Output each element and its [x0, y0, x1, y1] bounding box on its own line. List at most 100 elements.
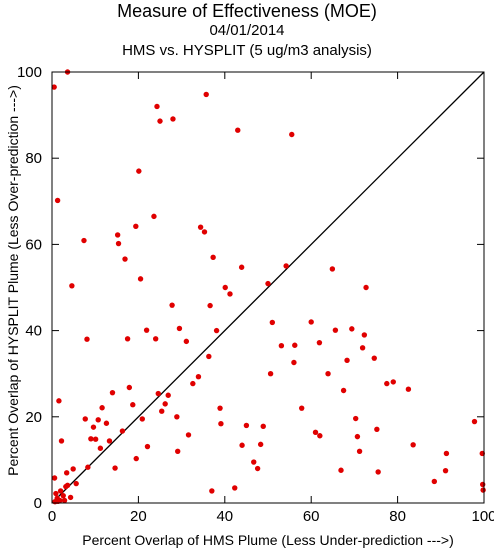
data-point [119, 428, 126, 434]
data-point [90, 424, 97, 430]
data-point [232, 485, 238, 491]
data-point [174, 414, 180, 420]
data-point [222, 284, 228, 291]
data-point [97, 445, 104, 451]
data-point [106, 438, 113, 444]
data-point [267, 371, 274, 377]
chart-subtitle-analysis: HMS vs. HYSPLIT (5 ug/m3 analysis) [122, 42, 372, 59]
data-point [431, 478, 438, 485]
x-axis-label: Percent Overlap of HMS Plume (Less Under… [82, 532, 454, 548]
data-point [53, 490, 59, 497]
data-point [251, 459, 257, 465]
data-point [480, 487, 486, 493]
data-point [95, 417, 101, 423]
x-tick-label: 20 [130, 508, 147, 525]
data-point [155, 390, 161, 397]
data-point [185, 432, 192, 438]
data-point [209, 488, 215, 494]
one-to-one-reference-line [51, 71, 485, 504]
data-point [283, 263, 289, 269]
data-point [133, 455, 139, 462]
data-point [159, 408, 165, 414]
data-point [260, 423, 266, 429]
data-point [239, 442, 245, 448]
data-point [151, 213, 157, 220]
data-point [69, 283, 75, 289]
data-point [257, 441, 264, 448]
data-point [92, 436, 99, 442]
data-point [354, 433, 361, 440]
x-tick-label: 80 [389, 508, 406, 525]
data-point [64, 482, 71, 489]
data-point [112, 465, 118, 471]
data-point [56, 398, 62, 404]
data-point [203, 91, 209, 98]
data-point [126, 384, 133, 391]
data-point [197, 224, 204, 230]
data-point [136, 168, 142, 174]
plot-area-frame [51, 71, 485, 504]
data-point [218, 421, 224, 427]
data-point [405, 386, 412, 392]
data-point [81, 237, 87, 244]
x-tick-label: 0 [48, 508, 56, 525]
data-point [289, 131, 295, 138]
data-point [292, 342, 298, 348]
data-point [325, 371, 331, 377]
data-point [114, 232, 121, 238]
data-point [410, 442, 416, 448]
data-point [70, 466, 76, 472]
data-point [278, 342, 285, 349]
data-point [58, 438, 65, 444]
data-point [154, 103, 160, 110]
data-point [349, 326, 355, 332]
data-points [51, 69, 486, 505]
data-point [60, 492, 66, 499]
x-tick-label: 60 [303, 508, 320, 525]
data-point [73, 480, 79, 487]
data-point [109, 389, 116, 396]
data-point [144, 443, 151, 450]
data-point [227, 291, 233, 297]
data-point [238, 264, 245, 270]
data-point [371, 355, 377, 361]
data-point [84, 336, 90, 342]
data-point [356, 448, 363, 454]
data-point [384, 380, 390, 387]
data-point [183, 338, 190, 345]
data-point [308, 319, 314, 325]
data-point [316, 339, 323, 346]
data-point [195, 374, 202, 380]
y-tick-label: 20 [25, 409, 42, 426]
data-point [344, 357, 350, 364]
data-point [207, 302, 213, 309]
data-point [61, 497, 68, 504]
data-point [67, 494, 74, 501]
x-tick-label: 100 [471, 508, 494, 525]
data-point [85, 464, 91, 470]
data-point [190, 380, 196, 387]
data-point [88, 436, 94, 442]
data-point [361, 332, 368, 338]
data-point [139, 416, 145, 422]
data-point [353, 415, 359, 422]
data-point [122, 256, 128, 262]
data-point [99, 405, 105, 411]
y-tick-label: 40 [25, 323, 42, 340]
data-point [51, 84, 57, 90]
data-point [338, 467, 344, 473]
data-point [115, 240, 122, 247]
data-point [143, 327, 150, 333]
data-point [165, 392, 171, 398]
data-point [54, 197, 61, 204]
data-point [299, 405, 305, 411]
data-point [124, 336, 131, 342]
data-point [206, 353, 212, 360]
data-point [254, 465, 261, 472]
data-point [152, 336, 159, 342]
data-point [157, 118, 163, 124]
data-point [213, 327, 220, 334]
data-point [363, 284, 369, 291]
data-point [269, 319, 276, 326]
